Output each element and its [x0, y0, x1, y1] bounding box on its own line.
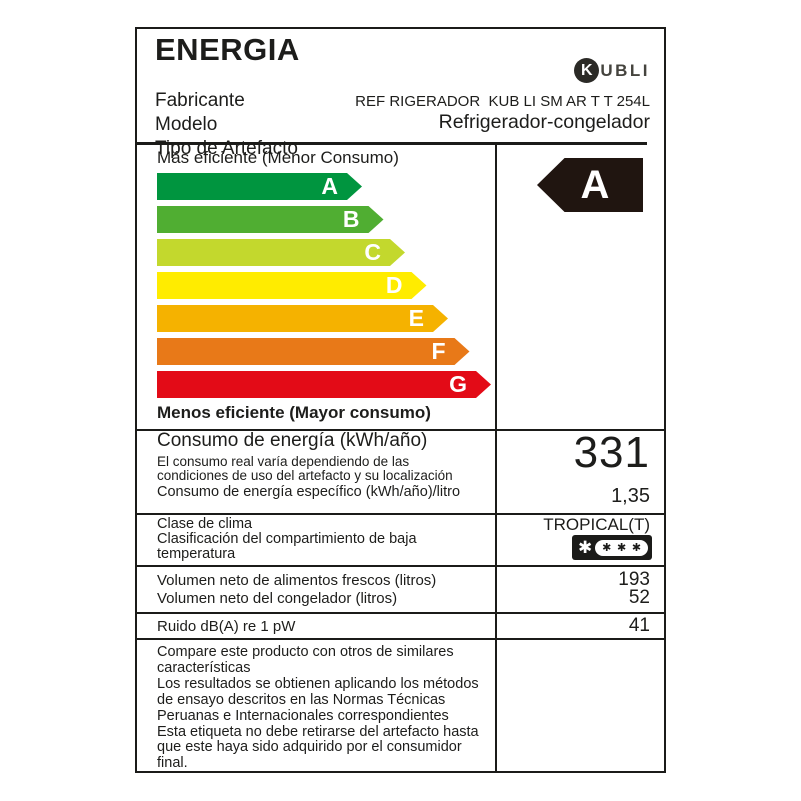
- footer-line: Compare este producto con otros de simil…: [157, 644, 454, 660]
- brand-circle-icon: K: [574, 58, 600, 83]
- grade-letter: B: [342, 206, 360, 232]
- rating-arrow: A: [537, 158, 643, 212]
- separator: [137, 513, 664, 515]
- star-icon: ✱: [631, 541, 642, 554]
- separator: [137, 638, 664, 640]
- fabricante-label: Fabricante: [155, 90, 245, 111]
- grade-arrow-g: G: [157, 371, 491, 398]
- grade-arrow-b: B: [157, 206, 384, 233]
- grade-arrow-d: D: [157, 272, 427, 299]
- freezer-volume-value: 52: [628, 587, 650, 608]
- freezer-class-label-line1: Clasificación del compartimiento de baja: [157, 531, 417, 547]
- freezer-class-label-line2: temperatura: [157, 546, 236, 562]
- energy-label: ENERGIA Fabricante Modelo Tipo de Artefa…: [135, 27, 666, 773]
- modelo-label: Modelo: [155, 114, 218, 135]
- grade-arrow-a: A: [157, 173, 362, 200]
- column-divider: [495, 142, 497, 771]
- footer-line: Los resultados se obtienen aplicando los…: [157, 675, 479, 692]
- grade-arrow-e: E: [157, 305, 448, 332]
- freezer-star-rating-badge: ✱ ✱ ✱ ✱: [572, 535, 652, 560]
- footer-line: de ensayo descritos en las Normas Técnic…: [157, 691, 446, 708]
- grade-letter: D: [385, 272, 403, 298]
- modelo-value: REF RIGERADOR KUB LI SM AR T T 254L: [355, 93, 650, 110]
- separator: [137, 565, 664, 567]
- grade-arrow-f: F: [157, 338, 470, 365]
- label-title: ENERGIA: [155, 32, 300, 67]
- footer-line: características: [157, 659, 251, 676]
- three-star-pill: ✱ ✱ ✱: [595, 539, 648, 556]
- tipo-artefacto-value: Refrigerador-congelador: [438, 111, 650, 133]
- rating-letter: A: [580, 162, 610, 207]
- footer-line: final.: [157, 755, 188, 772]
- consumption-title: Consumo de energía (kWh/año): [157, 430, 428, 451]
- consumption-note-line1: El consumo real varía dependiendo de las: [157, 454, 410, 469]
- noise-label: Ruido dB(A) re 1 pW: [157, 618, 296, 635]
- footer-notes: Compare este producto con otros de simil…: [157, 644, 479, 772]
- fresh-volume-label: Volumen neto de alimentos frescos (litro…: [157, 572, 437, 589]
- annual-consumption-value: 331: [573, 428, 650, 477]
- star-icon: ✱: [578, 538, 593, 557]
- footer-line: Peruanas e Internacionales correspondien…: [157, 707, 449, 724]
- noise-value: 41: [628, 615, 650, 636]
- grade-letter: G: [449, 371, 467, 397]
- grade-letter: F: [431, 338, 446, 364]
- climate-class-value: TROPICAL(T): [543, 515, 650, 534]
- grade-letter: E: [408, 305, 424, 331]
- specific-consumption-value: 1,35: [611, 485, 650, 507]
- grade-letter: C: [364, 239, 381, 265]
- footer-line: Esta etiqueta no debe retirarse del arte…: [157, 723, 479, 740]
- star-icon: ✱: [617, 541, 627, 554]
- fresh-volume-value: 193: [618, 569, 650, 590]
- star-icon: ✱: [602, 541, 612, 554]
- separator: [137, 612, 664, 614]
- less-efficient-label: Menos eficiente (Mayor consumo): [157, 403, 431, 422]
- header-separator: [137, 142, 647, 145]
- separator: [137, 429, 664, 431]
- more-efficient-label: Más eficiente (Menor Consumo): [157, 148, 399, 167]
- brand-name: UBLI: [600, 60, 650, 80]
- grade-letter: A: [321, 173, 338, 199]
- footer-line: que este haya sido adquirido por el cons…: [157, 739, 462, 756]
- brand-logo: K UBLI: [574, 58, 650, 83]
- specific-consumption-label: Consumo de energía específico (kWh/año)/…: [157, 484, 461, 500]
- climate-class-label: Clase de clima: [157, 516, 253, 532]
- freezer-volume-label: Volumen neto del congelador (litros): [157, 590, 398, 607]
- consumption-note-line2: condiciones de uso del artefacto y su lo…: [157, 468, 453, 483]
- grade-arrow-c: C: [157, 239, 405, 266]
